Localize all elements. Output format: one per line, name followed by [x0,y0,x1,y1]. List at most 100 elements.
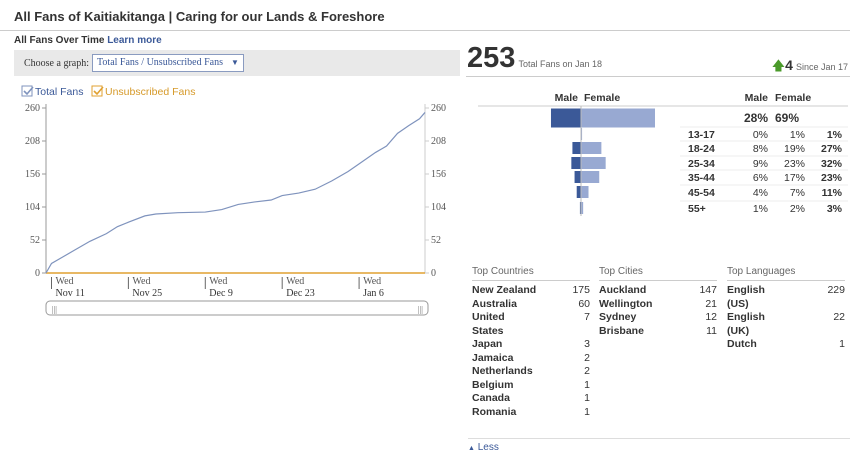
title-bar [0,0,850,31]
list-row: Sydney 12 [599,311,717,325]
male-pct: 9% [753,158,768,170]
x-tick-label: Jan 6 [363,288,384,299]
row-count: 3 [584,338,590,350]
header-male: Male [555,92,579,104]
row-name: Brisbane [599,324,644,337]
y-tick-label-right: 52 [431,235,441,246]
row-name: English (UK) [727,311,765,337]
header-female: Female [775,92,811,104]
less-text: Less [477,442,499,453]
x-tick-weekday: Wed [132,276,150,287]
selected-graph: Total Fans / Unsubscribed Fans [97,57,223,68]
y-tick-label: 208 [25,136,40,147]
row-count: 2 [584,365,590,377]
top-list: Top Languages English (US) 229 English (UK)… [727,266,845,352]
y-tick-label-right: 104 [431,202,446,213]
y-tick-label-right: 156 [431,169,446,180]
male-bar [574,171,581,183]
list-row: Auckland 147 [599,284,717,298]
row-name: Japan [472,338,503,350]
row-count: 175 [572,284,590,296]
top-list: Top Countries New Zealand 175 Australia 60 Un… [472,266,590,419]
row-name: Netherlands [472,365,533,377]
less-arrow: ▲ [468,445,475,452]
row-name: Sydney [599,311,637,323]
row-name: Dutch [727,338,757,350]
female-bar [581,157,606,169]
female-bar [581,186,589,198]
summary: 253 Total Fans on Jan 18 [467,42,602,75]
total-pct: 3% [827,203,843,215]
header-male: Male [745,92,769,104]
x-tick-label: Nov 25 [132,288,162,299]
section-header: All Fans Over Time Learn more [14,35,162,46]
female-pct: 17% [784,172,805,184]
less-link[interactable]: ▲ Less [468,438,850,453]
female-pct: 7% [790,187,805,199]
male-bar [576,186,581,198]
subtitle: All Fans Over Time [14,35,105,46]
row-count: 11 [706,324,717,337]
x-tick-label: Nov 11 [55,288,84,299]
female-bar [581,142,602,154]
male-pct: 6% [753,172,768,184]
legend-checkbox [21,85,33,97]
male-bar [571,157,581,169]
series-line [45,112,426,274]
up-arrow: 🡅 [771,58,786,73]
selector-bar: Choose a graph: Total Fans / Unsubscribe… [14,50,460,76]
y-tick-label-right: 260 [431,103,446,114]
female-bar [581,128,583,140]
list-row: United States 7 [472,311,590,338]
summary-rule [466,76,850,77]
list-row: New Zealand 175 [472,284,590,298]
x-tick-weekday: Wed [209,276,227,287]
legend-label: Unsubscribed Fans [105,86,195,98]
row-count: 1 [584,392,590,404]
selector-label: Choose a graph: [24,58,89,69]
age-label: 45-54 [688,187,715,199]
overall-female: 69% [775,111,799,125]
female-bar [581,108,655,128]
list-row: Wellington 21 [599,298,717,312]
legend-check [23,86,34,96]
change-label: Since Jan 17 [795,62,848,72]
row-count: 2 [584,351,590,364]
total-pct: 27% [821,143,843,155]
row-count: 1 [584,378,590,391]
female-bar [581,202,584,214]
row-name: Belgium [472,378,514,391]
age-label: 18-24 [688,143,715,155]
x-tick-weekday: Wed [363,276,381,287]
x-tick-label: Dec 9 [209,288,233,299]
male-pct: 0% [753,129,768,141]
list-row: Australia 60 [472,298,590,312]
age-label: 35-44 [688,172,715,184]
female-pct: 1% [790,129,805,141]
overall-male: 28% [744,111,768,125]
female-bar [581,171,600,183]
row-name: New Zealand [472,284,537,296]
row-count: 229 [827,284,845,296]
total-label: Total Fans on Jan 18 [518,59,603,69]
row-count: 22 [833,311,845,323]
row-count: 1 [584,405,590,418]
male-pct: 4% [753,187,768,199]
row-name: Wellington [599,297,653,310]
graph-select[interactable]: Total Fans / Unsubscribed Fans ▼ [92,54,244,72]
y-tick-label: 104 [25,202,40,213]
total-pct: 1% [827,129,843,141]
list-row: Jamaica 2 [472,352,590,366]
row-name: Jamaica [472,351,514,364]
female-pct: 23% [784,158,805,170]
x-tick-weekday: Wed [286,276,304,287]
learn-more-link[interactable]: Learn more [107,35,162,46]
list-row: Dutch 1 [727,338,845,352]
row-name: Auckland [599,284,647,296]
scrollbar [45,300,429,316]
row-name: English (US) [727,284,765,310]
male-bar [572,142,581,154]
age-label: 25-34 [688,158,715,170]
list-header: Top Languages [727,266,845,281]
